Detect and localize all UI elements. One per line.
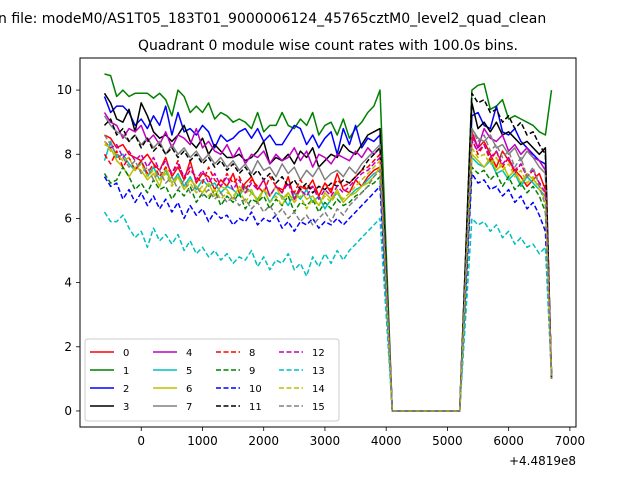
y-tick-label: 10	[57, 83, 72, 97]
legend-label-4: 4	[186, 348, 192, 359]
series-line-12	[103, 140, 553, 412]
series-line-1	[104, 73, 553, 412]
y-tick-label: 8	[64, 147, 72, 161]
series-line-2	[103, 96, 553, 412]
y-tick-label: 4	[64, 276, 72, 290]
y-tick-label: 6	[64, 211, 72, 225]
legend-label-6: 6	[186, 384, 192, 395]
legend-label-5: 5	[186, 366, 192, 377]
x-tick-label: 6000	[493, 434, 524, 448]
legend-frame	[84, 338, 340, 422]
y-tick-label: 0	[64, 404, 72, 418]
x-tick-label: 4000	[371, 434, 402, 448]
legend-label-13: 13	[312, 366, 325, 377]
x-tick-label: 2000	[248, 434, 279, 448]
x-tick-label: 7000	[555, 434, 586, 448]
x-axis: 0 1000 2000 3000 4000 5000 6000 7000	[137, 427, 585, 448]
series-line-10	[103, 172, 553, 412]
x-offset-label: +4.4819e8	[509, 454, 576, 468]
series-line-8	[103, 137, 553, 412]
x-tick-label: 3000	[310, 434, 341, 448]
x-tick-label: 1000	[187, 434, 218, 448]
x-tick-label: 0	[137, 434, 145, 448]
legend-label-1: 1	[123, 366, 129, 377]
legend-label-10: 10	[249, 384, 262, 395]
y-axis: 0 2 4 6 8 10	[57, 83, 80, 418]
axes-frame	[79, 57, 577, 428]
figure-suptitle: n file: modeM0/AS1T05_183T01_9000006124_…	[0, 11, 546, 27]
chart-title: Quadrant 0 module wise count rates with …	[138, 38, 518, 54]
series-line-15	[103, 127, 553, 412]
series-line-14	[103, 141, 553, 412]
series-line-5	[103, 140, 553, 412]
series-layer	[103, 73, 553, 412]
legend-label-3: 3	[123, 402, 129, 413]
legend-label-7: 7	[186, 402, 192, 413]
legend-label-8: 8	[249, 348, 255, 359]
legend-label-14: 14	[312, 384, 325, 395]
legend-label-9: 9	[249, 366, 255, 377]
legend-label-12: 12	[312, 348, 325, 359]
series-line-13	[103, 211, 553, 412]
x-tick-label: 5000	[432, 434, 463, 448]
legend-label-2: 2	[123, 384, 129, 395]
legend-label-0: 0	[123, 348, 129, 359]
legend-label-11: 11	[249, 402, 262, 413]
series-line-9	[103, 166, 553, 412]
series-line-11	[103, 92, 553, 412]
y-tick-label: 2	[64, 340, 72, 354]
legend-label-15: 15	[312, 402, 325, 413]
